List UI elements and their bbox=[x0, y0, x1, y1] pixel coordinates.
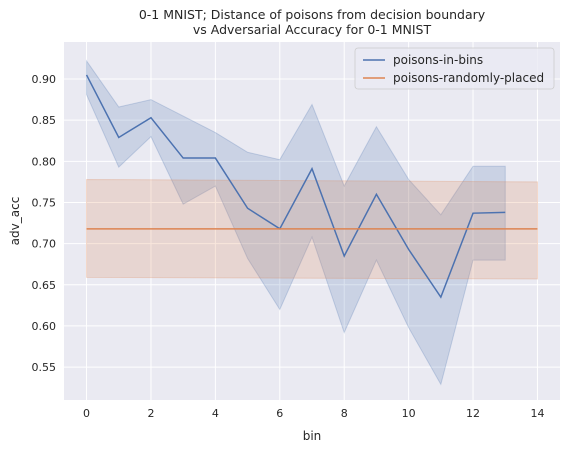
y-tick-label: 0.85 bbox=[32, 114, 57, 127]
y-axis-label: adv_acc bbox=[8, 197, 22, 246]
y-tick-label: 0.80 bbox=[32, 155, 57, 168]
x-tick-label: 10 bbox=[402, 407, 416, 420]
grid bbox=[64, 42, 560, 400]
y-tick-label: 0.60 bbox=[32, 320, 57, 333]
series-line bbox=[85, 74, 506, 299]
y-tick-label: 0.75 bbox=[32, 196, 57, 209]
legend: poisons-in-bins poisons-randomly-placed bbox=[354, 47, 555, 90]
plot-area bbox=[64, 42, 560, 400]
x-axis-label: bin bbox=[303, 429, 322, 443]
series-lines bbox=[85, 74, 538, 299]
y-tick-label: 0.55 bbox=[32, 361, 57, 374]
y-tick-label: 0.70 bbox=[32, 238, 57, 251]
x-tick-label: 2 bbox=[147, 407, 154, 420]
chart-subtitle: vs Adversarial Accuracy for 0-1 MNIST bbox=[193, 22, 432, 37]
chart-title: 0-1 MNIST; Distance of poisons from deci… bbox=[139, 7, 486, 22]
y-tick-labels: 0.55 0.60 0.65 0.70 0.75 0.80 0.85 0.90 bbox=[32, 73, 57, 374]
x-tick-label: 6 bbox=[276, 407, 283, 420]
x-tick-label: 14 bbox=[530, 407, 544, 420]
x-tick-labels: 0 2 4 6 8 10 12 14 bbox=[83, 407, 544, 420]
y-tick-label: 0.90 bbox=[32, 73, 57, 86]
legend-label: poisons-in-bins bbox=[393, 53, 483, 67]
legend-box bbox=[354, 47, 555, 90]
x-tick-label: 0 bbox=[83, 407, 90, 420]
confidence-band bbox=[86, 59, 506, 386]
y-tick-label: 0.65 bbox=[32, 279, 57, 292]
x-tick-label: 8 bbox=[341, 407, 348, 420]
x-tick-label: 4 bbox=[212, 407, 219, 420]
legend-label: poisons-randomly-placed bbox=[393, 71, 544, 85]
x-tick-label: 12 bbox=[466, 407, 480, 420]
